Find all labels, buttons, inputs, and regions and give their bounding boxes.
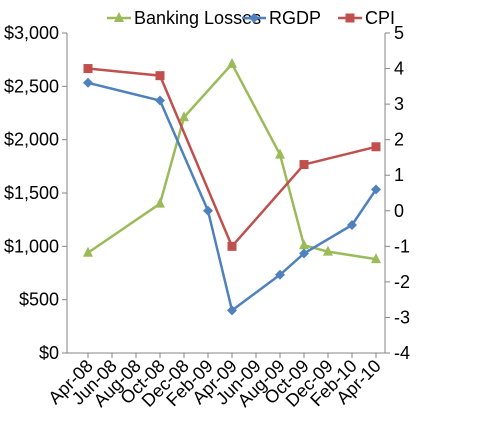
- legend-label: Banking Losses: [134, 8, 261, 28]
- rgdp-point: [227, 305, 237, 316]
- legend: Banking Losses RGDP CPI: [107, 8, 395, 28]
- banking-losses-point: [179, 111, 189, 122]
- x-axis-tick-labels: Apr-08Jun-08Aug-08Oct-08Dec-08Feb-09Apr-…: [44, 356, 384, 411]
- banking-losses-series: [83, 57, 381, 264]
- cpi-line: [87, 67, 377, 248]
- rgdp-point: [155, 95, 165, 106]
- rgdp-point: [371, 184, 381, 195]
- right-axis-tick-label: -4: [394, 343, 410, 363]
- legend-item-banking-losses: Banking Losses: [107, 8, 261, 28]
- right-axis-tick-label: -3: [394, 307, 410, 327]
- left-axis-tick-label: $2,500: [4, 76, 59, 96]
- cpi-point: [227, 241, 237, 251]
- left-axis-tick-label: $1,000: [4, 236, 59, 256]
- right-axis-tick-labels: -4 -3 -2 -1 0 1 2 3 4 5: [394, 23, 410, 363]
- series-layer: [83, 57, 381, 316]
- right-axis-tick-label: 4: [394, 59, 404, 79]
- banking-losses-point: [323, 245, 333, 256]
- left-axis-tick-label: $2,000: [4, 130, 59, 150]
- right-axis-tick-label: 2: [394, 130, 404, 150]
- banking-losses-point: [83, 246, 93, 257]
- right-axis-tick-label: 3: [394, 94, 404, 114]
- legend-swatch-marker: [114, 12, 124, 22]
- cpi-series: [83, 64, 381, 251]
- left-axis-tick-label: $0: [39, 343, 59, 363]
- legend-label: CPI: [365, 8, 395, 28]
- left-axis-tick-label: $500: [19, 290, 59, 310]
- right-axis-tick-label: 0: [394, 201, 404, 221]
- right-axis-tick-label: 5: [394, 23, 404, 43]
- rgdp-point: [299, 248, 309, 259]
- legend-item-cpi: CPI: [338, 8, 395, 28]
- cpi-point: [371, 142, 381, 152]
- rgdp-point: [203, 205, 213, 216]
- cpi-point: [83, 64, 93, 74]
- legend-swatch-marker: [249, 13, 259, 23]
- banking-losses-point: [227, 57, 237, 68]
- legend-item-rgdp: RGDP: [242, 8, 321, 28]
- right-axis-tick-label: -1: [394, 236, 410, 256]
- cpi-point: [155, 71, 165, 81]
- banking-losses-line: [87, 62, 377, 261]
- left-axis-tick-labels: $0 $500 $1,000 $1,500 $2,000 $2,500 $3,000: [4, 23, 59, 363]
- banking-losses-point: [371, 253, 381, 264]
- right-axis-tick-label: -2: [394, 272, 410, 292]
- axes: [62, 32, 390, 358]
- legend-swatch-marker: [345, 13, 355, 23]
- rgdp-point: [275, 269, 285, 280]
- banking-losses-point: [275, 148, 285, 159]
- rgdp-series: [83, 77, 381, 316]
- banking-losses-point: [299, 239, 309, 250]
- rgdp-line: [87, 81, 378, 312]
- left-axis-tick-label: $3,000: [4, 23, 59, 43]
- right-axis-tick-label: 1: [394, 165, 404, 185]
- rgdp-point: [83, 77, 93, 88]
- left-axis-tick-label: $1,500: [4, 183, 59, 203]
- banking-losses-point: [155, 197, 165, 208]
- legend-label: RGDP: [269, 8, 321, 28]
- cpi-point: [299, 160, 309, 170]
- rgdp-point: [347, 220, 357, 230]
